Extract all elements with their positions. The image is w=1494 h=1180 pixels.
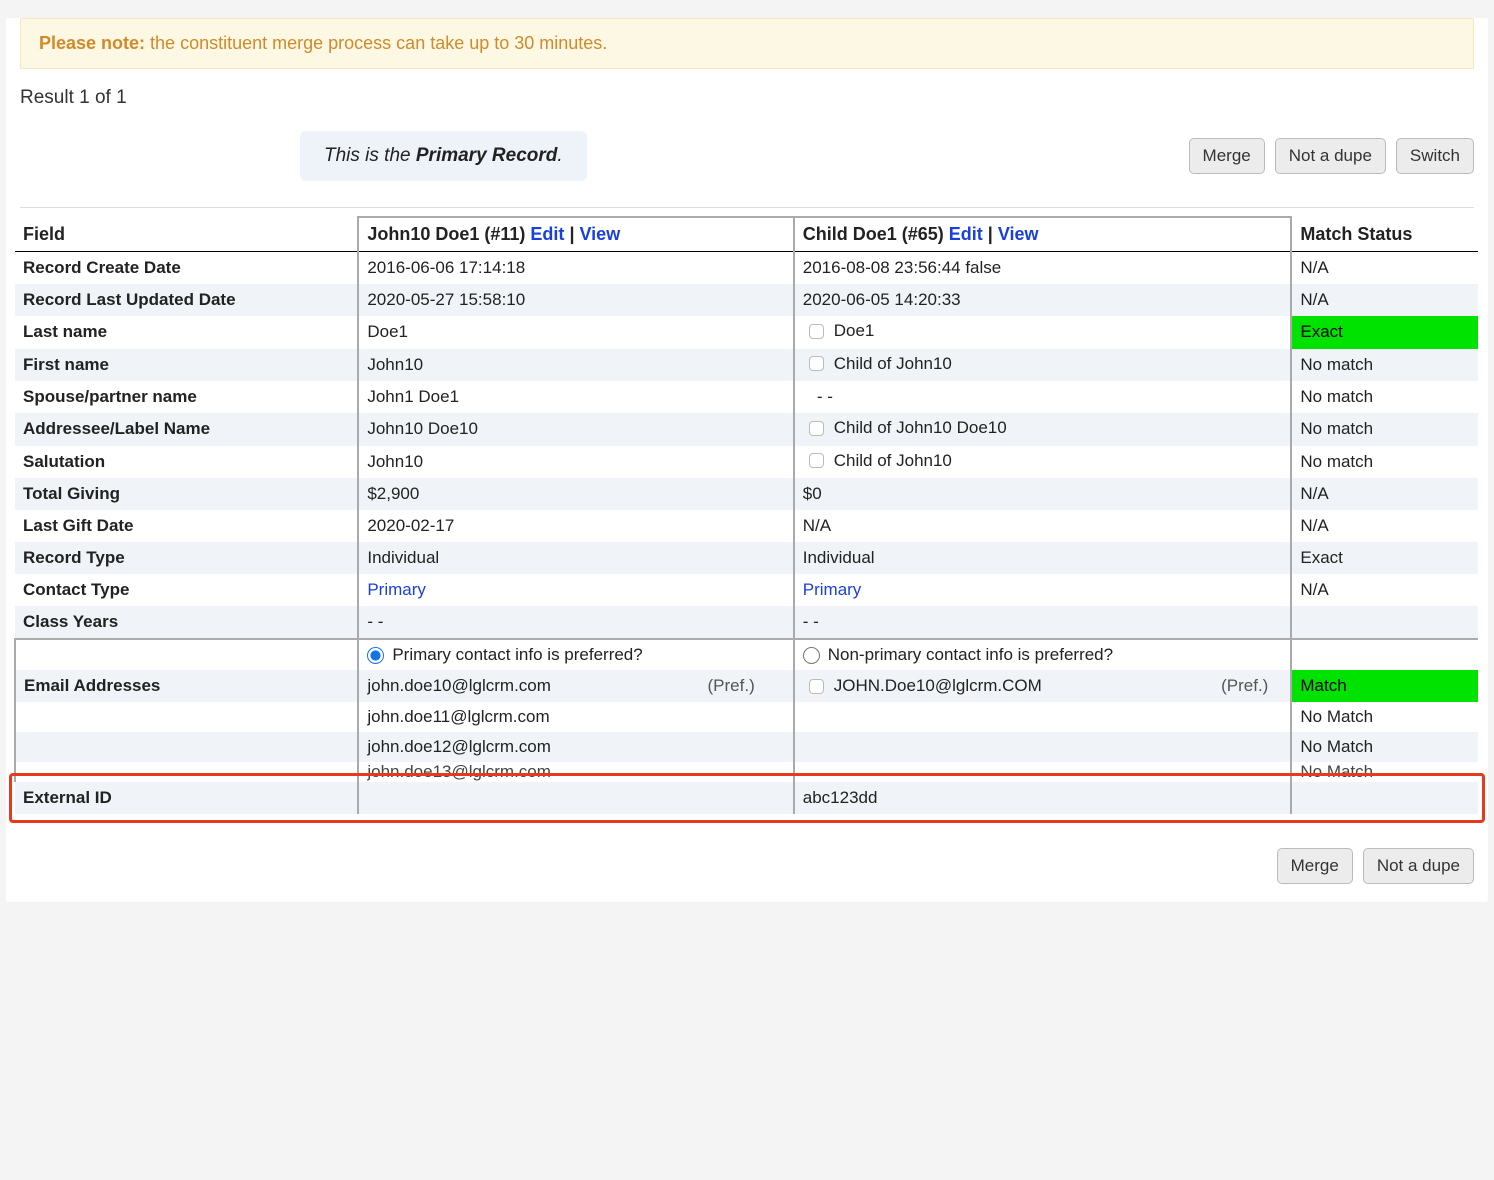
table-row: Addressee/Label Name John10 Doe10 Child … [15,413,1478,446]
switch-button[interactable]: Switch [1396,138,1474,174]
row-label: Last Gift Date [15,510,358,542]
row-label: Spouse/partner name [15,381,358,413]
firstname-checkbox[interactable] [809,356,824,371]
merge-button[interactable]: Merge [1189,138,1265,174]
email-row: john.doe11@lglcrm.com No Match [15,702,1478,732]
table-row: Salutation John10 Child of John10 No mat… [15,446,1478,479]
primary-pref-label[interactable]: Primary contact info is preferred? [367,645,642,664]
preference-row: Primary contact info is preferred? Non-p… [15,639,1478,670]
email-row: Email Addresses john.doe10@lglcrm.com(Pr… [15,670,1478,702]
not-a-dupe-button[interactable]: Not a dupe [1275,138,1386,174]
primary-record-note: This is the Primary Record. [300,131,587,181]
row-label: Class Years [15,606,358,639]
row-label: Record Create Date [15,252,358,285]
header-primary: John10 Doe1 (#11) Edit | View [358,217,793,252]
divider [20,207,1474,208]
notice-strong: Please note: [39,33,145,53]
primary-view-link[interactable]: View [580,224,621,244]
email-row-cutoff: john.doe13@lglcrm.com No Match [15,762,1478,782]
salutation-checkbox[interactable] [809,453,824,468]
dup-contact-type-link[interactable]: Primary [803,580,862,599]
result-count: Result 1 of 1 [6,69,1488,131]
header-field: Field [15,217,358,252]
row-label: First name [15,349,358,382]
merge-notice: Please note: the constituent merge proce… [20,18,1474,69]
table-row: Record Create Date 2016-06-06 17:14:18 2… [15,252,1478,285]
row-label: Email Addresses [15,670,358,702]
external-id-row: External ID abc123dd [15,782,1478,814]
primary-contact-type-link[interactable]: Primary [367,580,426,599]
row-label: Record Type [15,542,358,574]
table-row: Total Giving $2,900 $0 N/A [15,478,1478,510]
nonprimary-pref-radio[interactable] [803,647,820,664]
match-status-match: Match [1291,670,1478,702]
row-label: Total Giving [15,478,358,510]
email-row: john.doe12@lglcrm.com No Match [15,732,1478,762]
table-row: Last name Doe1 Doe1 Exact [15,316,1478,349]
table-row: Last Gift Date 2020-02-17 N/A N/A [15,510,1478,542]
row-label: External ID [15,782,358,814]
row-label: Last name [15,316,358,349]
merge-button-bottom[interactable]: Merge [1277,848,1353,884]
addressee-checkbox[interactable] [809,421,824,436]
table-row: Spouse/partner name John1 Doe1 - - No ma… [15,381,1478,413]
table-row: Record Type Individual Individual Exact [15,542,1478,574]
dup-view-link[interactable]: View [998,224,1039,244]
table-row: Record Last Updated Date 2020-05-27 15:5… [15,284,1478,316]
table-row: Contact Type Primary Primary N/A [15,574,1478,606]
notice-text: the constituent merge process can take u… [145,33,607,53]
row-label: Salutation [15,446,358,479]
primary-pref-radio[interactable] [367,647,384,664]
header-dup: Child Doe1 (#65) Edit | View [794,217,1292,252]
table-row: First name John10 Child of John10 No mat… [15,349,1478,382]
row-label: Addressee/Label Name [15,413,358,446]
lastname-checkbox[interactable] [809,324,824,339]
nonprimary-pref-label[interactable]: Non-primary contact info is preferred? [803,645,1113,664]
merge-table: Field John10 Doe1 (#11) Edit | View Chil… [14,216,1478,814]
row-label: Record Last Updated Date [15,284,358,316]
table-row: Class Years - - - - [15,606,1478,639]
not-a-dupe-button-bottom[interactable]: Not a dupe [1363,848,1474,884]
header-match-status: Match Status [1291,217,1478,252]
email-checkbox[interactable] [809,679,824,694]
primary-edit-link[interactable]: Edit [530,224,564,244]
row-label: Contact Type [15,574,358,606]
match-status-exact: Exact [1291,316,1478,349]
dup-edit-link[interactable]: Edit [949,224,983,244]
